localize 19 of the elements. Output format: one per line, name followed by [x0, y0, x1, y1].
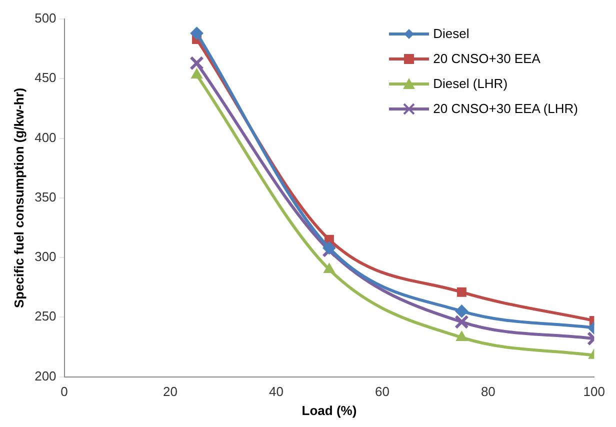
x-tick-label: 20 — [163, 384, 178, 400]
y-tick-label: 450 — [34, 70, 56, 86]
y-tick-label: 350 — [34, 189, 56, 204]
legend-label: Diesel — [433, 26, 470, 41]
y-tick-label: 250 — [34, 308, 56, 324]
x-axis-title: Load (%) — [302, 402, 357, 418]
y-tick-label: 300 — [34, 249, 56, 264]
legend-label: 20 CNSO+30 EEA (LHR) — [433, 101, 578, 116]
legend-label: 20 CNSO+30 EEA — [433, 51, 540, 66]
x-tick-label: 40 — [269, 384, 284, 400]
x-tick-label: 60 — [374, 384, 390, 400]
x-tick-label: 0 — [60, 384, 68, 400]
x-tick-label: 80 — [480, 384, 496, 400]
legend-label: Diesel (LHR) — [433, 76, 508, 91]
y-axis-title: Specific fuel consumption (g/kw-hr) — [11, 88, 26, 308]
y-tick-label: 200 — [34, 368, 56, 384]
y-tick-label: 500 — [34, 10, 56, 26]
y-tick-label: 400 — [34, 130, 56, 145]
x-tick-label: 100 — [583, 384, 606, 400]
